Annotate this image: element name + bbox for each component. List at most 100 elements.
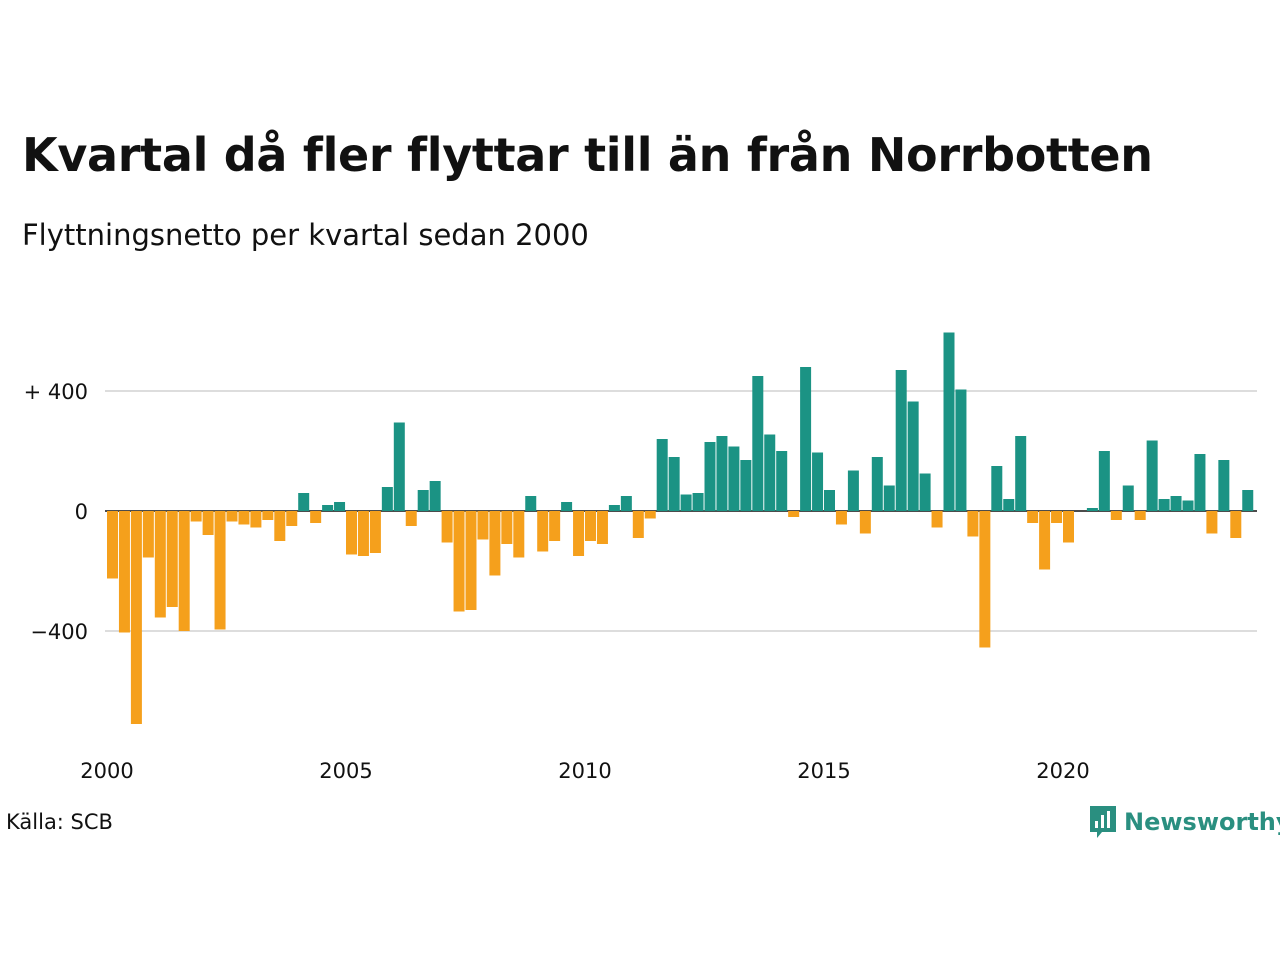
chart-subtitle: Flyttningsnetto per kvartal sedan 2000 (22, 218, 589, 252)
bar (1110, 511, 1122, 520)
bar (142, 511, 154, 558)
bar (334, 502, 346, 511)
bar (835, 511, 847, 525)
bar (405, 511, 417, 526)
bar (453, 511, 465, 612)
chart-title: Kvartal då fler flyttar till än från Nor… (22, 128, 1153, 182)
bar (596, 511, 608, 544)
bar (692, 493, 704, 511)
bar (859, 511, 871, 534)
brand-logo: Newsworthy (1088, 802, 1280, 842)
bar (226, 511, 238, 522)
bar (1122, 485, 1134, 511)
newsworthy-logo-icon (1090, 806, 1116, 838)
bar (1015, 436, 1027, 511)
bar (489, 511, 501, 576)
bar (871, 457, 883, 511)
bar (728, 446, 740, 511)
bar (991, 466, 1003, 511)
bar (1146, 440, 1158, 511)
bar (274, 511, 286, 541)
bar (812, 452, 824, 511)
bar (1134, 511, 1146, 520)
bar-chart: + 400 0 −400 2000 2005 2010 2015 2020 (24, 332, 1257, 783)
bar (1230, 511, 1242, 538)
x-tick-label: 2005 (319, 759, 372, 783)
bar (883, 485, 895, 511)
bar (441, 511, 453, 543)
bar (513, 511, 525, 558)
bar (465, 511, 477, 610)
bar (967, 511, 979, 537)
bar (608, 505, 620, 511)
bar (1158, 499, 1170, 511)
bar (107, 511, 118, 579)
bar (585, 511, 596, 541)
bar (644, 511, 656, 519)
bar (680, 494, 692, 511)
bar (561, 502, 573, 511)
bar (1063, 511, 1074, 543)
bar (381, 487, 393, 511)
y-tick-label: + 400 (24, 380, 88, 404)
x-tick-label: 2000 (80, 759, 133, 783)
bar (800, 367, 812, 511)
bar (346, 511, 357, 555)
bar (620, 496, 632, 511)
bar (1098, 451, 1110, 511)
bar (919, 473, 931, 511)
bar (668, 457, 680, 511)
bar (895, 370, 907, 511)
bar (322, 505, 334, 511)
bar (764, 434, 776, 511)
bar (752, 376, 764, 511)
bar (154, 511, 166, 618)
bar (1218, 460, 1230, 511)
bar (1194, 454, 1206, 511)
brand-name: Newsworthy (1124, 808, 1280, 836)
bar (632, 511, 644, 538)
bar (847, 470, 859, 511)
bar (931, 511, 943, 528)
bar (525, 496, 537, 511)
bar (286, 511, 298, 526)
bar (740, 460, 752, 511)
bar (537, 511, 549, 552)
bar (716, 436, 728, 511)
bar (1206, 511, 1218, 534)
bar (1039, 511, 1051, 570)
bar (262, 511, 274, 520)
bar (214, 511, 226, 630)
bar (1027, 511, 1039, 523)
bar (369, 511, 381, 553)
bar (477, 511, 489, 540)
bar (190, 511, 202, 522)
bar (417, 490, 429, 511)
bar (118, 511, 130, 633)
y-tick-label: −400 (30, 620, 88, 644)
bar (202, 511, 214, 535)
x-tick-label: 2010 (558, 759, 611, 783)
y-tick-label: 0 (75, 500, 88, 524)
source-note: Källa: SCB (6, 810, 113, 834)
bar (955, 389, 967, 511)
x-tick-label: 2015 (797, 759, 850, 783)
bar (166, 511, 178, 607)
bar (943, 332, 955, 511)
bar (178, 511, 190, 631)
bar (1003, 499, 1015, 511)
x-tick-label: 2020 (1036, 759, 1089, 783)
bar (549, 511, 561, 541)
y-axis-ticks: + 400 0 −400 (24, 380, 88, 644)
bar (704, 442, 716, 511)
bar (573, 511, 585, 556)
bar (429, 481, 441, 511)
bar (788, 511, 800, 517)
bar (1051, 511, 1063, 523)
bar (1086, 508, 1098, 511)
bar (130, 511, 142, 724)
bar (298, 493, 310, 511)
bars (107, 332, 1254, 724)
bar (310, 511, 322, 523)
x-axis-ticks: 2000 2005 2010 2015 2020 (80, 759, 1089, 783)
